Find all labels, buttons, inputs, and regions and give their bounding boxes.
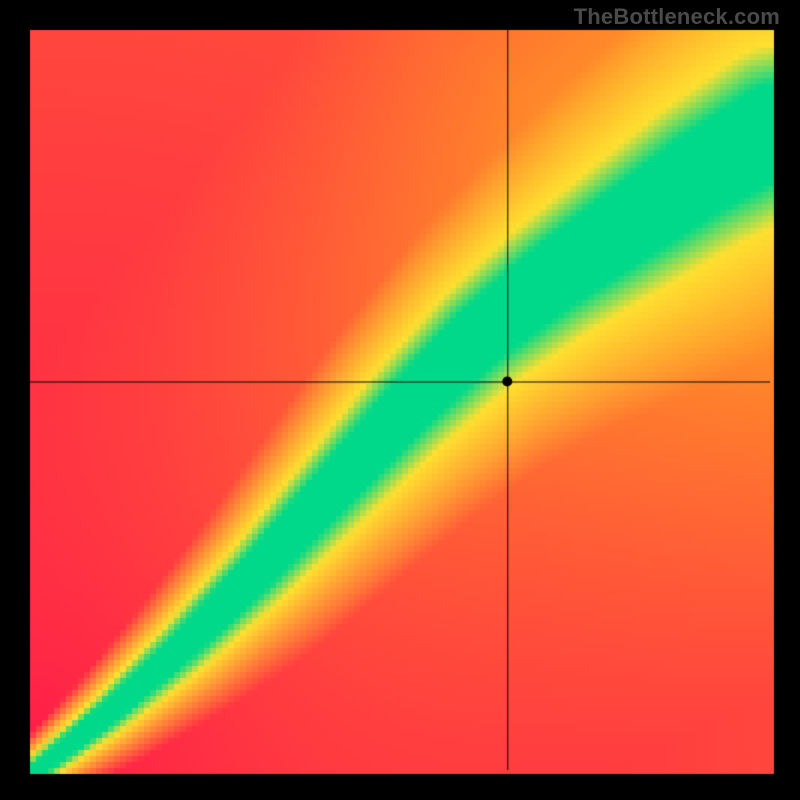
bottleneck-heatmap [0, 0, 800, 800]
outer-frame [0, 0, 800, 800]
watermark-text: TheBottleneck.com [574, 4, 780, 30]
